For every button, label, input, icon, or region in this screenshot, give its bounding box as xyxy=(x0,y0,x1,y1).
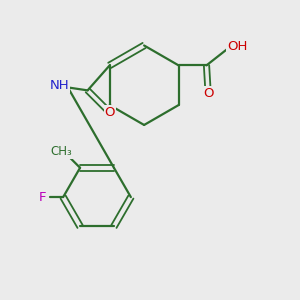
Text: F: F xyxy=(39,190,46,204)
Text: OH: OH xyxy=(227,40,247,53)
Text: O: O xyxy=(203,87,214,101)
Text: O: O xyxy=(104,106,115,119)
Text: CH₃: CH₃ xyxy=(50,145,72,158)
Text: NH: NH xyxy=(50,80,69,92)
